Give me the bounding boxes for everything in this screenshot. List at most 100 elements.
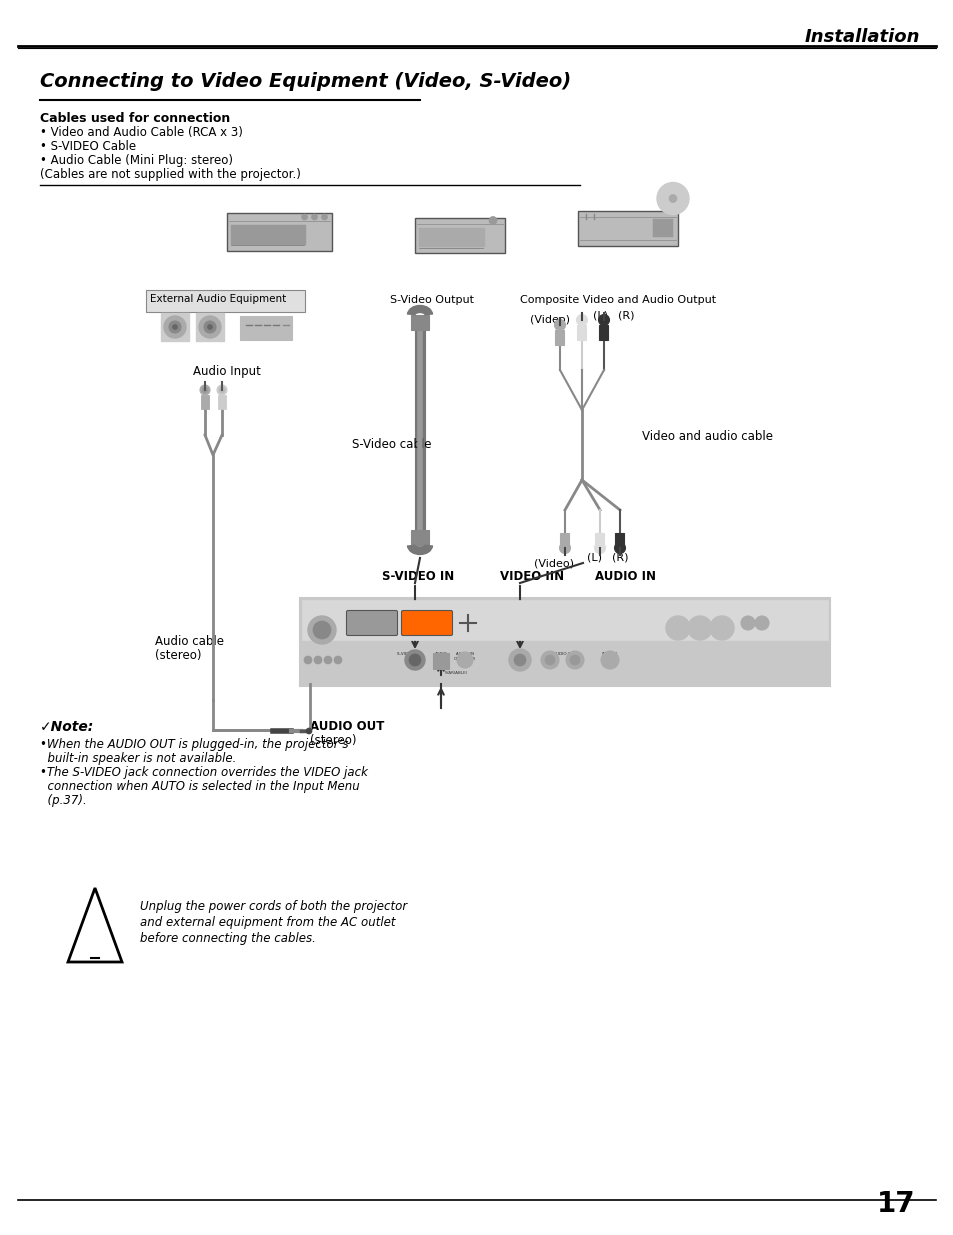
- Text: • S-VIDEO Cable: • S-VIDEO Cable: [40, 140, 136, 153]
- Bar: [560, 534, 569, 548]
- Circle shape: [301, 214, 307, 220]
- Circle shape: [565, 651, 583, 669]
- Bar: [418, 227, 484, 247]
- Text: ✓Note:: ✓Note:: [40, 720, 94, 734]
- Text: L - AUDIO IN- R: L - AUDIO IN- R: [546, 652, 577, 656]
- Circle shape: [208, 325, 213, 330]
- Circle shape: [202, 387, 208, 393]
- Bar: [161, 312, 189, 341]
- Text: •When the AUDIO OUT is plugged-in, the projector’s: •When the AUDIO OUT is plugged-in, the p…: [40, 739, 348, 751]
- Bar: [299, 598, 829, 685]
- Bar: [195, 312, 224, 341]
- Circle shape: [456, 652, 473, 668]
- Polygon shape: [68, 888, 122, 962]
- Text: •The S-VIDEO jack connection overrides the VIDEO jack: •The S-VIDEO jack connection overrides t…: [40, 766, 368, 779]
- Circle shape: [687, 616, 711, 640]
- Text: Audio cable: Audio cable: [154, 635, 224, 648]
- Circle shape: [709, 616, 733, 640]
- Circle shape: [324, 656, 332, 664]
- Circle shape: [405, 650, 424, 671]
- Text: S-VIDEO IN: S-VIDEO IN: [381, 571, 454, 583]
- FancyBboxPatch shape: [401, 610, 452, 636]
- Text: S-Video cable: S-Video cable: [352, 438, 431, 451]
- Text: COMPONENT IN: COMPONENT IN: [669, 603, 708, 608]
- Circle shape: [514, 655, 525, 666]
- Text: (MONO): (MONO): [601, 652, 618, 656]
- Text: !: !: [91, 931, 99, 950]
- Circle shape: [598, 315, 609, 326]
- Bar: [38, 869, 582, 974]
- Circle shape: [308, 616, 335, 643]
- Text: (p.37).: (p.37).: [40, 794, 87, 806]
- Circle shape: [199, 316, 221, 338]
- Circle shape: [200, 385, 210, 395]
- Text: (Video): (Video): [534, 558, 574, 568]
- Bar: [218, 395, 226, 409]
- Circle shape: [172, 325, 177, 330]
- Bar: [595, 534, 604, 548]
- Text: COMPUTER IN 2: COMPUTER IN 2: [405, 603, 443, 608]
- Text: Video and audio cable: Video and audio cable: [641, 430, 772, 443]
- Bar: [577, 325, 586, 340]
- Circle shape: [668, 194, 677, 203]
- Bar: [411, 315, 429, 330]
- Circle shape: [312, 214, 317, 220]
- FancyBboxPatch shape: [415, 217, 504, 252]
- Bar: [652, 219, 672, 236]
- Circle shape: [306, 727, 312, 734]
- Text: (stereo): (stereo): [154, 650, 201, 662]
- Text: Installation: Installation: [803, 28, 919, 46]
- Circle shape: [540, 651, 558, 669]
- Circle shape: [600, 651, 618, 669]
- Bar: [232, 225, 306, 245]
- Text: COMPUTER IN 1: COMPUTER IN 1: [350, 603, 388, 608]
- FancyBboxPatch shape: [578, 210, 678, 246]
- Circle shape: [334, 656, 341, 664]
- Circle shape: [219, 387, 225, 393]
- Text: (stereo): (stereo): [310, 734, 356, 747]
- Circle shape: [321, 214, 327, 220]
- Circle shape: [216, 385, 227, 395]
- Circle shape: [657, 183, 688, 215]
- Circle shape: [544, 655, 555, 664]
- Circle shape: [740, 616, 754, 630]
- Text: Unplug the power cords of both the projector: Unplug the power cords of both the proje…: [140, 900, 407, 913]
- Text: and external equipment from the AC outlet: and external equipment from the AC outle…: [140, 916, 395, 929]
- Bar: [302, 600, 827, 640]
- Text: AUDIO OUT: AUDIO OUT: [310, 720, 384, 734]
- Circle shape: [314, 656, 322, 664]
- Text: (L): (L): [593, 311, 607, 321]
- Circle shape: [569, 655, 579, 664]
- Text: AUDIO
OUT: AUDIO OUT: [435, 652, 447, 661]
- Circle shape: [409, 655, 420, 666]
- FancyBboxPatch shape: [227, 212, 333, 251]
- Text: AUDIO IN
COMPUTER: AUDIO IN COMPUTER: [454, 652, 476, 661]
- Circle shape: [614, 542, 625, 553]
- Text: S-Video Output: S-Video Output: [390, 295, 474, 305]
- Circle shape: [169, 321, 181, 333]
- Text: built-in speaker is not available.: built-in speaker is not available.: [40, 752, 236, 764]
- Text: AUDIO IN: AUDIO IN: [595, 571, 656, 583]
- Text: before connecting the cables.: before connecting the cables.: [140, 932, 315, 945]
- Text: (Video): (Video): [530, 315, 569, 325]
- Circle shape: [558, 542, 570, 553]
- FancyBboxPatch shape: [346, 610, 397, 636]
- Bar: [433, 653, 449, 669]
- Text: Composite Video and Audio Output: Composite Video and Audio Output: [519, 295, 716, 305]
- Text: VIDEO IIN: VIDEO IIN: [499, 571, 563, 583]
- Text: • Video and Audio Cable (RCA x 3): • Video and Audio Cable (RCA x 3): [40, 126, 243, 140]
- Circle shape: [594, 542, 605, 553]
- Bar: [411, 530, 429, 545]
- Text: S-VIDEO IN: S-VIDEO IN: [396, 652, 418, 656]
- Circle shape: [313, 621, 331, 638]
- Text: (Cables are not supplied with the projector.): (Cables are not supplied with the projec…: [40, 168, 300, 182]
- Text: (L): (L): [586, 553, 601, 563]
- Bar: [555, 330, 564, 345]
- Bar: [240, 316, 292, 340]
- Text: VIDEO IN: VIDEO IN: [510, 652, 529, 656]
- Bar: [598, 325, 608, 340]
- Text: SERVICE PORT: SERVICE PORT: [305, 603, 343, 608]
- Text: Audio Input: Audio Input: [193, 366, 260, 378]
- Circle shape: [304, 656, 312, 664]
- Circle shape: [665, 616, 689, 640]
